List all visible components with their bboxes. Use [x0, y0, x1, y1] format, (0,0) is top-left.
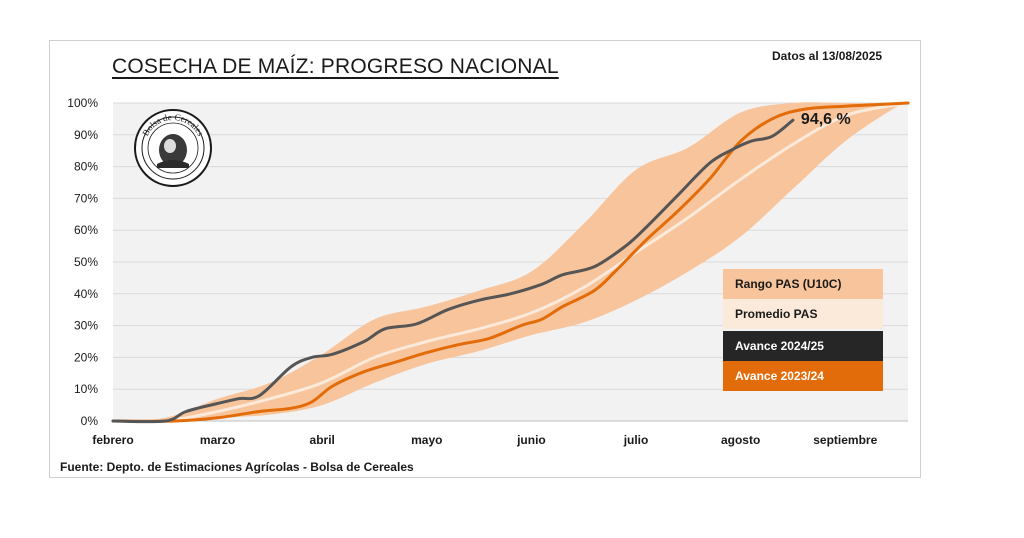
range-band: [113, 102, 908, 422]
x-tick-label: julio: [623, 433, 649, 447]
last-value-label: 94,6 %: [801, 111, 851, 128]
x-tick-label: mayo: [411, 433, 442, 447]
y-tick-label: 80%: [74, 160, 98, 174]
y-axis: 0% 10% 20% 30% 40% 50% 60% 70% 80% 90% 100%: [67, 96, 98, 428]
series-lines: [111, 101, 910, 424]
y-tick-label: 10%: [74, 382, 98, 396]
y-tick-label: 40%: [74, 287, 98, 301]
range-band-area: [113, 102, 908, 422]
y-tick-label: 20%: [74, 350, 98, 364]
y-tick-label: 90%: [74, 128, 98, 142]
line-2023-24: [111, 101, 910, 423]
average-line: [111, 101, 910, 424]
annotations: 94,6 %: [801, 111, 851, 128]
y-tick-label: 60%: [74, 223, 98, 237]
y-tick-label: 70%: [74, 191, 98, 205]
x-tick-label: septiembre: [813, 433, 877, 447]
bolsa-de-cereales-seal-icon: Bolsa de Cereales: [134, 109, 212, 187]
x-tick-label: febrero: [92, 433, 133, 447]
x-tick-label: abril: [310, 433, 335, 447]
y-tick-label: 30%: [74, 319, 98, 333]
data-date: Datos al 13/08/2025: [772, 49, 883, 63]
x-tick-label: agosto: [721, 433, 760, 447]
x-tick-label: marzo: [200, 433, 235, 447]
y-tick-label: 0%: [81, 414, 99, 428]
x-tick-label: junio: [516, 433, 546, 447]
legend-average: Promedio PAS: [723, 299, 883, 329]
chart-title: COSECHA DE MAÍZ: PROGRESO NACIONAL: [112, 55, 559, 78]
legend-2023-24: Avance 2023/24: [723, 361, 883, 391]
legend-2024-25: Avance 2024/25: [723, 331, 883, 361]
x-axis: febrero marzo abril mayo junio julio agosto sep…: [92, 433, 877, 447]
line-2024-25: [111, 118, 795, 424]
y-tick-label: 50%: [74, 255, 98, 269]
source-note: Fuente: Depto. de Estimaciones Agrícolas…: [60, 460, 414, 474]
legend-range: Rango PAS (U10C): [723, 269, 883, 299]
y-tick-label: 100%: [67, 96, 98, 110]
